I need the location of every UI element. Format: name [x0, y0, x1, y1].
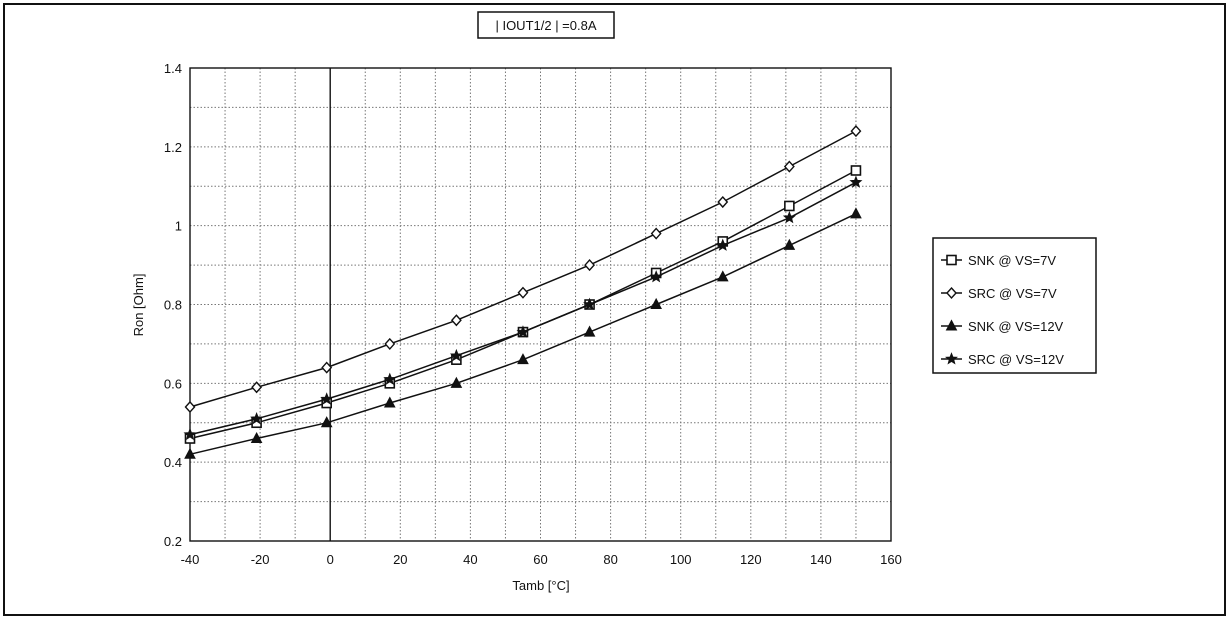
- x-tick-label: 40: [463, 552, 477, 567]
- star-marker: [183, 427, 197, 441]
- series-triangle: [184, 207, 862, 459]
- legend-entry: SRC @ VS=12V: [941, 352, 1064, 367]
- star-marker: [849, 175, 863, 188]
- square-marker: [946, 254, 957, 266]
- x-tick-label: -40: [181, 552, 200, 567]
- y-tick-label: 0.2: [164, 534, 182, 549]
- y-tick-labels: 0.2 0.4 0.6 0.8 1 1.2 1.4: [164, 61, 182, 549]
- triangle-marker: [945, 319, 958, 331]
- chart-title: | IOUT1/2 | =0.8A: [495, 18, 596, 33]
- triangle-marker: [383, 396, 396, 408]
- star-marker: [250, 411, 264, 425]
- diamond-marker: [384, 337, 396, 350]
- diamond-marker: [783, 160, 795, 173]
- triangle-marker: [517, 353, 529, 365]
- star-marker: [383, 372, 397, 385]
- plot-area-border: [189, 67, 892, 542]
- y-tick-label: 1.4: [164, 61, 182, 76]
- triangle-marker: [650, 297, 662, 309]
- legend-label: SNK @ VS=12V: [968, 319, 1064, 334]
- x-tick-label: 80: [603, 552, 617, 567]
- diamond-marker: [717, 195, 729, 209]
- legend-entry: SNK @ VS=12V: [941, 319, 1064, 334]
- y-tick-label: 1: [175, 219, 182, 234]
- x-tick-label: 140: [810, 552, 832, 567]
- star-marker: [320, 392, 334, 405]
- triangle-marker: [850, 207, 862, 219]
- axes: [189, 67, 892, 542]
- diamond-marker: [450, 314, 462, 327]
- diamond-marker: [517, 286, 529, 299]
- chart-title-border: [477, 11, 615, 39]
- triangle-marker: [583, 325, 596, 337]
- x-tick-label: -20: [251, 552, 270, 567]
- chart-title-box: | IOUT1/2 | =0.8A: [477, 11, 615, 39]
- y-tick-label: 0.4: [164, 455, 182, 470]
- diamond-marker: [946, 286, 957, 300]
- diamond-marker: [650, 227, 662, 240]
- diamond-marker: [251, 381, 263, 394]
- triangle-marker: [450, 376, 463, 388]
- triangle-marker: [184, 447, 196, 459]
- star-marker: [716, 238, 730, 251]
- triangle-marker: [716, 270, 729, 282]
- y-tick-label: 1.2: [164, 140, 182, 155]
- y-tick-label: 0.8: [164, 298, 182, 313]
- x-tick-label: 100: [670, 552, 692, 567]
- x-tick-label: 0: [327, 552, 334, 567]
- grid-lines: [190, 68, 891, 541]
- diamond-marker: [584, 259, 596, 272]
- star-marker: [583, 297, 597, 311]
- star-marker: [782, 210, 796, 224]
- legend-entry: SNK @ VS=7V: [941, 253, 1056, 268]
- legend-entry: SRC @ VS=7V: [941, 286, 1057, 301]
- x-axis-label: Tamb [°C]: [512, 578, 569, 593]
- series-layer: [183, 125, 863, 459]
- star-marker: [649, 270, 663, 283]
- x-tick-label: 120: [740, 552, 762, 567]
- square-marker: [784, 200, 795, 212]
- legend-label: SRC @ VS=12V: [968, 352, 1064, 367]
- y-tick-label: 0.6: [164, 376, 182, 391]
- diamond-marker: [184, 400, 196, 414]
- star-marker: [516, 325, 530, 338]
- legend: SNK @ VS=7V SRC @ VS=7V SNK @ VS=12V SRC @ …: [932, 237, 1097, 374]
- series-star: [183, 175, 863, 441]
- diamond-marker: [850, 125, 862, 138]
- legend-label: SNK @ VS=7V: [968, 253, 1056, 268]
- series-line: [189, 130, 857, 408]
- x-tick-label: 160: [880, 552, 902, 567]
- star-marker: [945, 352, 958, 365]
- triangle-marker: [320, 416, 333, 428]
- series-line: [189, 181, 857, 436]
- series-diamond: [184, 125, 862, 414]
- x-tick-labels: -40 -20 0 20 40 60 80 100 120 140 160: [181, 552, 902, 567]
- x-tick-label: 20: [393, 552, 407, 567]
- figure-frame: [3, 3, 1226, 616]
- triangle-marker: [783, 238, 796, 250]
- triangle-marker: [250, 431, 263, 444]
- square-marker: [850, 165, 862, 176]
- diamond-marker: [321, 361, 333, 374]
- x-tick-label: 60: [533, 552, 547, 567]
- y-axis-label: Ron [Ohm]: [131, 274, 146, 337]
- legend-label: SRC @ VS=7V: [968, 286, 1057, 301]
- star-marker: [449, 348, 463, 362]
